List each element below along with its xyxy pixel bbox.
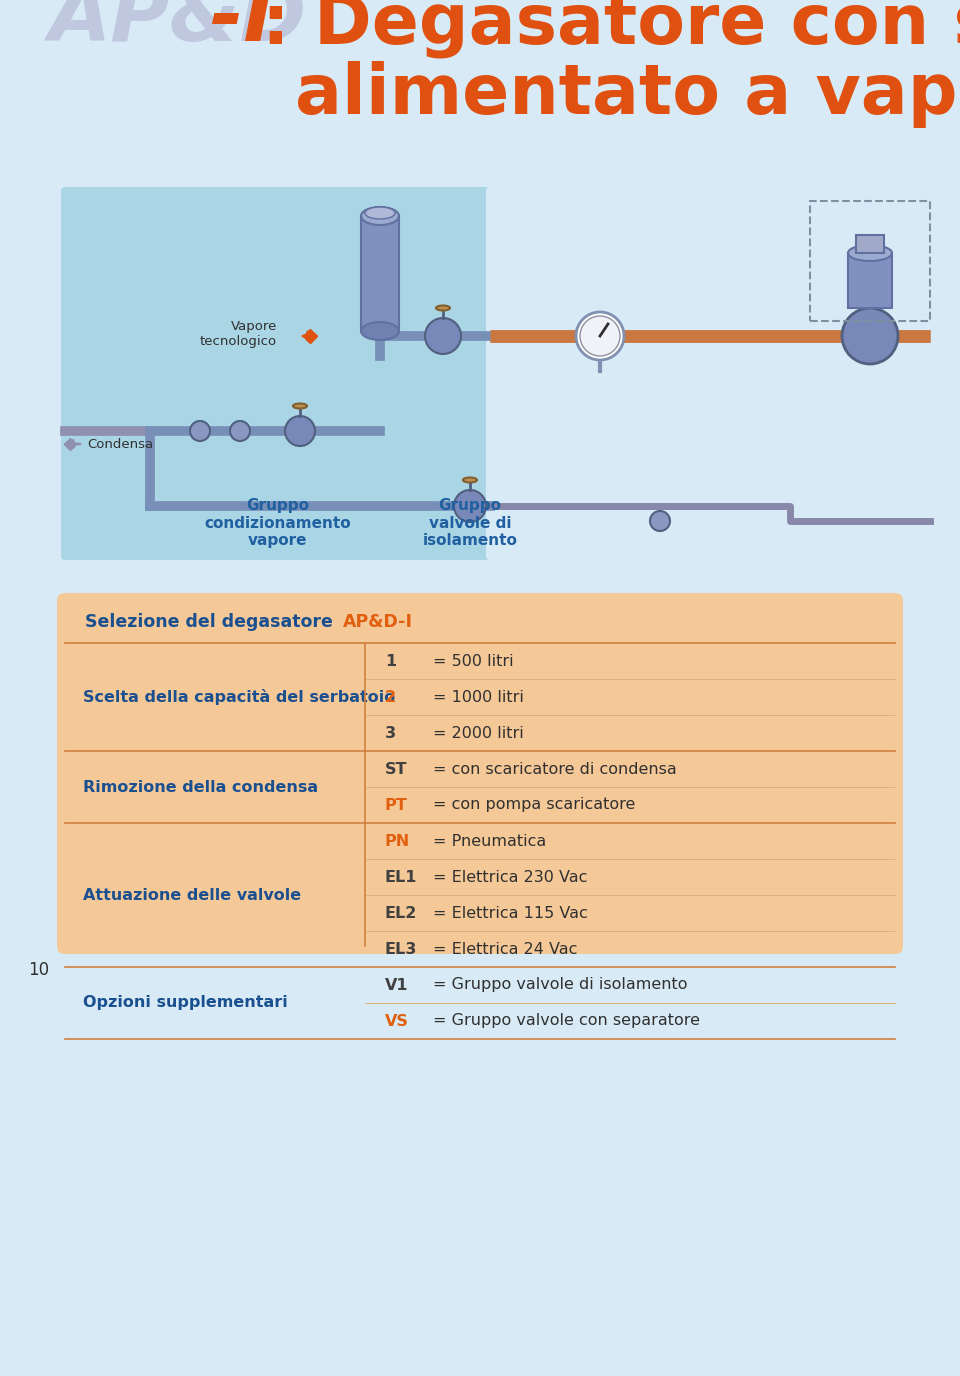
Text: Gruppo
valvole di
isolamento: Gruppo valvole di isolamento xyxy=(422,498,517,548)
Text: Rimozione della condensa: Rimozione della condensa xyxy=(83,779,318,794)
Circle shape xyxy=(580,316,620,356)
Text: -I: -I xyxy=(210,0,274,58)
Text: alimentato a vapor: alimentato a vapor xyxy=(295,61,960,128)
Text: = Elettrica 115 Vac: = Elettrica 115 Vac xyxy=(433,905,588,921)
Bar xyxy=(810,201,930,321)
Text: = Elettrica 24 Vac: = Elettrica 24 Vac xyxy=(433,941,577,956)
Text: Vapore
tecnologico: Vapore tecnologico xyxy=(200,321,277,348)
Circle shape xyxy=(454,490,486,522)
Bar xyxy=(848,253,892,308)
Text: ST: ST xyxy=(385,761,407,776)
Circle shape xyxy=(190,421,210,440)
FancyBboxPatch shape xyxy=(486,187,934,560)
Text: = Gruppo valvole di isolamento: = Gruppo valvole di isolamento xyxy=(433,977,687,992)
Ellipse shape xyxy=(436,305,450,311)
Circle shape xyxy=(230,421,250,440)
Text: 2: 2 xyxy=(385,689,396,705)
Text: = 2000 litri: = 2000 litri xyxy=(433,725,524,740)
Text: PN: PN xyxy=(385,834,410,849)
FancyBboxPatch shape xyxy=(57,593,903,954)
Text: EL2: EL2 xyxy=(385,905,418,921)
Text: AP&D-I: AP&D-I xyxy=(343,612,413,632)
Text: EL3: EL3 xyxy=(385,941,418,956)
Text: Selezione del degasatore: Selezione del degasatore xyxy=(85,612,339,632)
Text: = Gruppo valvole con separatore: = Gruppo valvole con separatore xyxy=(433,1014,700,1028)
Ellipse shape xyxy=(361,206,399,226)
Text: AP&D: AP&D xyxy=(48,0,306,58)
Text: : Degasatore con sc: : Degasatore con sc xyxy=(262,0,960,58)
Ellipse shape xyxy=(848,245,892,261)
Text: EL1: EL1 xyxy=(385,870,418,885)
Circle shape xyxy=(576,312,624,361)
Text: Gruppo
condizionamento
vapore: Gruppo condizionamento vapore xyxy=(204,498,351,548)
Text: = con pompa scaricatore: = con pompa scaricatore xyxy=(433,798,636,812)
Bar xyxy=(361,216,399,332)
Text: Attuazione delle valvole: Attuazione delle valvole xyxy=(83,888,301,903)
Circle shape xyxy=(842,308,898,365)
FancyBboxPatch shape xyxy=(61,187,494,560)
Text: PT: PT xyxy=(385,798,408,812)
Text: V1: V1 xyxy=(385,977,409,992)
Text: = 500 litri: = 500 litri xyxy=(433,654,514,669)
Text: Condensa: Condensa xyxy=(87,438,154,450)
Text: Scelta della capacità del serbatoio: Scelta della capacità del serbatoio xyxy=(83,689,396,705)
Text: 3: 3 xyxy=(385,725,396,740)
Circle shape xyxy=(425,318,461,354)
Text: 1: 1 xyxy=(385,654,396,669)
Text: 10: 10 xyxy=(28,960,49,978)
Text: = Elettrica 230 Vac: = Elettrica 230 Vac xyxy=(433,870,588,885)
Ellipse shape xyxy=(293,403,307,409)
Ellipse shape xyxy=(463,477,477,483)
Ellipse shape xyxy=(365,206,395,219)
Text: Opzioni supplementari: Opzioni supplementari xyxy=(83,995,288,1010)
Bar xyxy=(856,235,884,253)
Circle shape xyxy=(285,416,315,446)
Ellipse shape xyxy=(361,322,399,340)
Circle shape xyxy=(650,510,670,531)
Text: = 1000 litri: = 1000 litri xyxy=(433,689,524,705)
Text: = con scaricatore di condensa: = con scaricatore di condensa xyxy=(433,761,677,776)
Text: VS: VS xyxy=(385,1014,409,1028)
Text: = Pneumatica: = Pneumatica xyxy=(433,834,546,849)
